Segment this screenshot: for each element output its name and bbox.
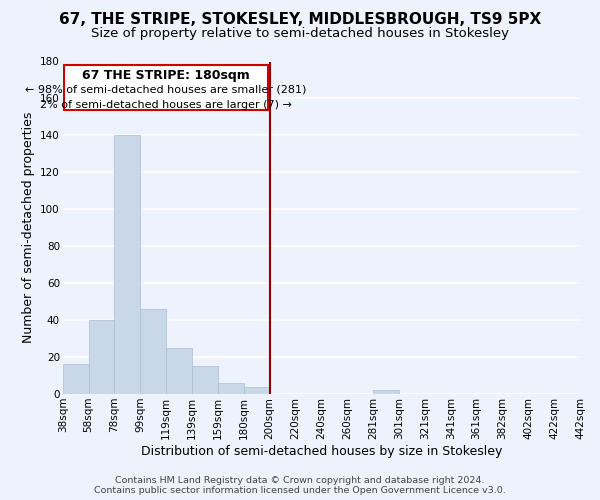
- Bar: [62, 364, 89, 394]
- Text: 2% of semi-detached houses are larger (7) →: 2% of semi-detached houses are larger (7…: [40, 100, 292, 110]
- Y-axis label: Number of semi-detached properties: Number of semi-detached properties: [22, 112, 35, 344]
- FancyBboxPatch shape: [64, 65, 268, 110]
- Bar: [166, 348, 192, 394]
- Text: 67 THE STRIPE: 180sqm: 67 THE STRIPE: 180sqm: [82, 69, 250, 82]
- Text: Size of property relative to semi-detached houses in Stokesley: Size of property relative to semi-detach…: [91, 28, 509, 40]
- Bar: [140, 309, 166, 394]
- Bar: [373, 390, 399, 394]
- Bar: [218, 383, 244, 394]
- X-axis label: Distribution of semi-detached houses by size in Stokesley: Distribution of semi-detached houses by …: [140, 444, 502, 458]
- Text: Contains HM Land Registry data © Crown copyright and database right 2024.
Contai: Contains HM Land Registry data © Crown c…: [94, 476, 506, 495]
- Bar: [89, 320, 115, 394]
- Text: 67, THE STRIPE, STOKESLEY, MIDDLESBROUGH, TS9 5PX: 67, THE STRIPE, STOKESLEY, MIDDLESBROUGH…: [59, 12, 541, 28]
- Text: ← 98% of semi-detached houses are smaller (281): ← 98% of semi-detached houses are smalle…: [25, 84, 307, 94]
- Bar: [244, 386, 269, 394]
- Bar: [115, 136, 140, 394]
- Bar: [192, 366, 218, 394]
